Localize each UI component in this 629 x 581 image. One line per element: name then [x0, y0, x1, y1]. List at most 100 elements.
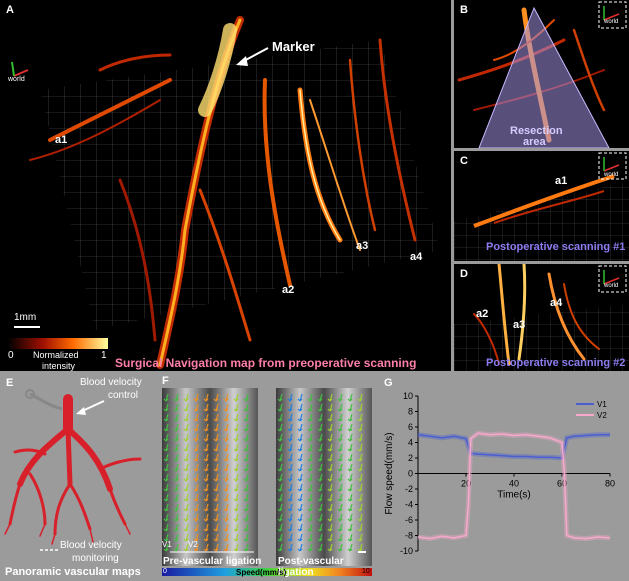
velocity-arrow: [347, 403, 353, 412]
y-tick-label: 8: [408, 407, 413, 417]
velocity-arrow: [233, 443, 239, 452]
velocity-arrow: [357, 483, 363, 492]
panel-b: B world Resection area: [454, 0, 629, 148]
velocity-arrow: [307, 403, 313, 412]
axis-box-d: [598, 265, 627, 293]
velocity-arrow: [287, 443, 293, 452]
velocity-arrow: [163, 483, 169, 492]
velocity-arrow: [347, 413, 353, 422]
speed-max: 10: [362, 568, 370, 575]
velocity-arrow: [277, 453, 283, 462]
velocity-arrow: [193, 423, 199, 432]
velocity-arrow: [183, 483, 189, 492]
x-tick-label: 20: [461, 479, 471, 489]
velocity-arrow: [183, 413, 189, 422]
velocity-arrow: [277, 483, 283, 492]
velocity-arrow: [347, 503, 353, 512]
velocity-arrow: [307, 523, 313, 532]
velocity-arrow: [193, 513, 199, 522]
velocity-arrow: [337, 533, 343, 542]
velocity-arrow: [223, 403, 229, 412]
velocity-arrow: [183, 443, 189, 452]
velocity-arrow: [163, 463, 169, 472]
velocity-arrow: [243, 393, 249, 402]
velocity-arrow: [307, 513, 313, 522]
velocity-arrow: [183, 433, 189, 442]
resection-area: [478, 6, 610, 148]
velocity-arrow: [337, 503, 343, 512]
velocity-arrow: [277, 423, 283, 432]
velocity-arrow: [233, 503, 239, 512]
velocity-arrow: [193, 463, 199, 472]
velocity-arrow: [243, 463, 249, 472]
velocity-arrow: [203, 493, 209, 502]
velocity-arrow: [193, 413, 199, 422]
velocity-arrow: [173, 403, 179, 412]
velocity-arrow: [243, 443, 249, 452]
velocity-arrow: [173, 443, 179, 452]
vessel-label-d-a3: a3: [513, 319, 526, 331]
y-tick-label: 10: [403, 391, 413, 401]
vessel-label-a1: a1: [55, 134, 68, 146]
velocity-arrow: [193, 433, 199, 442]
velocity-arrow: [287, 433, 293, 442]
velocity-arrow: [287, 463, 293, 472]
velocity-arrow: [277, 503, 283, 512]
velocity-arrow: [163, 503, 169, 512]
velocity-arrow: [163, 443, 169, 452]
velocity-arrow: [183, 473, 189, 482]
vessel-label-a4: a4: [410, 251, 423, 263]
post-ligation-arrows: [277, 393, 363, 552]
velocity-arrow: [287, 403, 293, 412]
velocity-arrow: [307, 533, 313, 542]
velocity-arrow: [183, 513, 189, 522]
velocity-arrow: [193, 493, 199, 502]
panel-e-diagram: [4, 389, 142, 551]
velocity-arrow: [243, 413, 249, 422]
panel-g-letter: G: [384, 377, 393, 389]
velocity-arrow: [223, 433, 229, 442]
velocity-arrow: [277, 433, 283, 442]
velocity-arrow: [307, 543, 313, 552]
velocity-arrow: [173, 473, 179, 482]
speed-label: Speed(mm/s): [236, 568, 287, 577]
velocity-arrow: [233, 513, 239, 522]
velocity-arrow: [337, 453, 343, 462]
velocity-arrow: [243, 513, 249, 522]
velocity-arrow: [327, 453, 333, 462]
panel-f-flowmaps: [162, 388, 372, 576]
velocity-arrow: [193, 483, 199, 492]
velocity-arrow: [337, 403, 343, 412]
series-line-v2: [417, 432, 611, 540]
velocity-arrow: [357, 423, 363, 432]
velocity-arrow: [163, 403, 169, 412]
velocity-arrow: [203, 543, 209, 552]
velocity-arrow: [183, 403, 189, 412]
velocity-arrow: [307, 483, 313, 492]
velocity-arrow: [337, 463, 343, 472]
velocity-arrow: [163, 393, 169, 402]
velocity-arrow: [223, 533, 229, 542]
velocity-arrow: [317, 483, 323, 492]
velocity-arrow: [203, 393, 209, 402]
velocity-arrow: [297, 443, 303, 452]
velocity-arrow: [213, 473, 219, 482]
x-tick-label: 80: [605, 479, 615, 489]
velocity-arrow: [297, 503, 303, 512]
velocity-arrow: [183, 543, 189, 552]
velocity-arrow: [297, 393, 303, 402]
velocity-arrow: [357, 463, 363, 472]
y-axis-label: Flow speed(mm/s): [384, 432, 395, 514]
pre-ligation-arrows: [163, 393, 249, 552]
resection-label-1: Resection: [510, 125, 563, 137]
velocity-arrow: [287, 513, 293, 522]
velocity-arrow: [337, 393, 343, 402]
velocity-arrow: [233, 463, 239, 472]
velocity-arrow: [327, 403, 333, 412]
velocity-arrow: [223, 423, 229, 432]
marker-arrow-head: [236, 56, 248, 66]
velocity-arrow: [203, 463, 209, 472]
velocity-arrow: [213, 463, 219, 472]
legend-label-v2: V2: [597, 411, 607, 420]
velocity-arrow: [243, 543, 249, 552]
